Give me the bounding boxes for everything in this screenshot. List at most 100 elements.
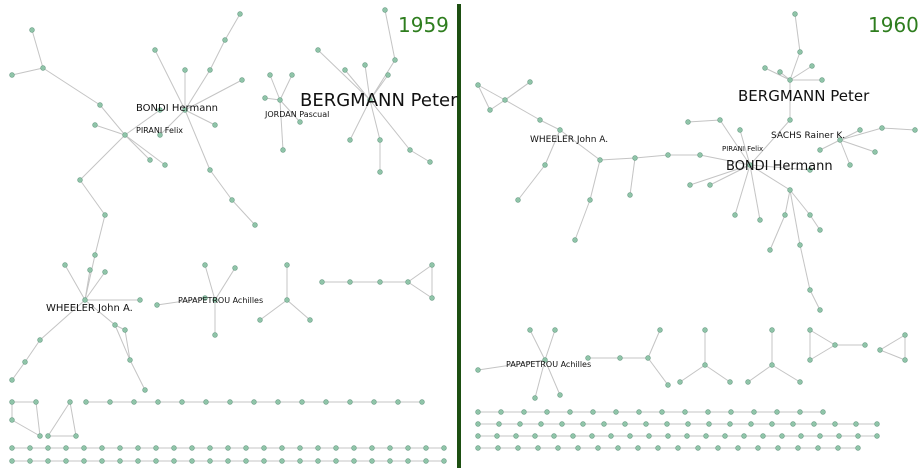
node	[9, 417, 15, 423]
edge	[364, 64, 371, 101]
edge	[31, 29, 44, 69]
edge	[747, 364, 773, 383]
year-label: 1959	[398, 13, 449, 37]
edge	[184, 109, 211, 171]
node	[787, 117, 793, 123]
edge	[224, 13, 241, 41]
node	[297, 458, 303, 464]
edge	[369, 59, 396, 101]
node	[405, 458, 411, 464]
node	[597, 157, 603, 163]
edge	[739, 129, 751, 166]
edge	[279, 74, 293, 101]
node	[277, 97, 283, 103]
edge	[184, 79, 243, 111]
edge	[204, 264, 216, 301]
node-label: PIRANI Felix	[136, 126, 183, 135]
node	[475, 433, 481, 439]
edge	[879, 349, 906, 361]
node	[567, 409, 573, 415]
node	[515, 197, 521, 203]
edge	[599, 157, 636, 161]
node	[797, 49, 803, 55]
node	[77, 177, 83, 183]
node	[572, 237, 578, 243]
edge	[369, 99, 381, 141]
edge	[749, 164, 811, 171]
node	[333, 445, 339, 451]
node	[877, 347, 883, 353]
node	[727, 421, 733, 427]
node	[702, 362, 708, 368]
edge	[794, 13, 801, 53]
edge	[184, 69, 211, 111]
edge	[749, 164, 761, 221]
node	[535, 445, 541, 451]
node-label: BONDI Hermann	[726, 159, 833, 174]
node	[315, 458, 321, 464]
edge	[764, 67, 791, 81]
edge	[809, 214, 821, 231]
node	[521, 409, 527, 415]
node	[475, 409, 481, 415]
node	[748, 421, 754, 427]
edge	[286, 299, 311, 321]
node	[297, 445, 303, 451]
node	[751, 409, 757, 415]
node	[441, 445, 447, 451]
node	[179, 399, 185, 405]
node	[251, 399, 257, 405]
node	[377, 279, 383, 285]
node	[189, 445, 195, 451]
node	[333, 458, 339, 464]
node	[475, 82, 481, 88]
node	[717, 117, 723, 123]
node	[902, 357, 908, 363]
divider	[457, 4, 461, 468]
edge	[159, 109, 186, 136]
node	[212, 122, 218, 128]
edge	[809, 329, 836, 346]
node	[732, 212, 738, 218]
node	[45, 433, 51, 439]
node	[685, 421, 691, 427]
edge	[477, 359, 546, 371]
edge	[11, 419, 41, 437]
node	[557, 392, 563, 398]
node	[182, 67, 188, 73]
node	[227, 399, 233, 405]
node	[45, 445, 51, 451]
edge	[94, 124, 126, 136]
node	[595, 445, 601, 451]
node	[122, 132, 128, 138]
edge	[64, 264, 86, 301]
edge	[11, 67, 44, 76]
node	[9, 72, 15, 78]
node	[874, 421, 880, 427]
node	[684, 433, 690, 439]
node	[559, 421, 565, 427]
edge	[69, 401, 77, 437]
node	[665, 152, 671, 158]
node	[407, 147, 413, 153]
node	[475, 421, 481, 427]
edge	[42, 67, 101, 106]
node	[836, 433, 842, 439]
edge	[749, 164, 791, 191]
edge	[704, 364, 731, 383]
node	[728, 409, 734, 415]
edge	[214, 267, 236, 301]
edge	[39, 299, 86, 341]
node	[279, 445, 285, 451]
node	[527, 79, 533, 85]
node	[575, 445, 581, 451]
node	[542, 357, 548, 363]
edge	[589, 159, 601, 201]
edge	[477, 84, 506, 101]
node	[267, 72, 273, 78]
node	[613, 409, 619, 415]
node	[807, 287, 813, 293]
node	[787, 187, 793, 193]
node	[703, 433, 709, 439]
node	[707, 182, 713, 188]
